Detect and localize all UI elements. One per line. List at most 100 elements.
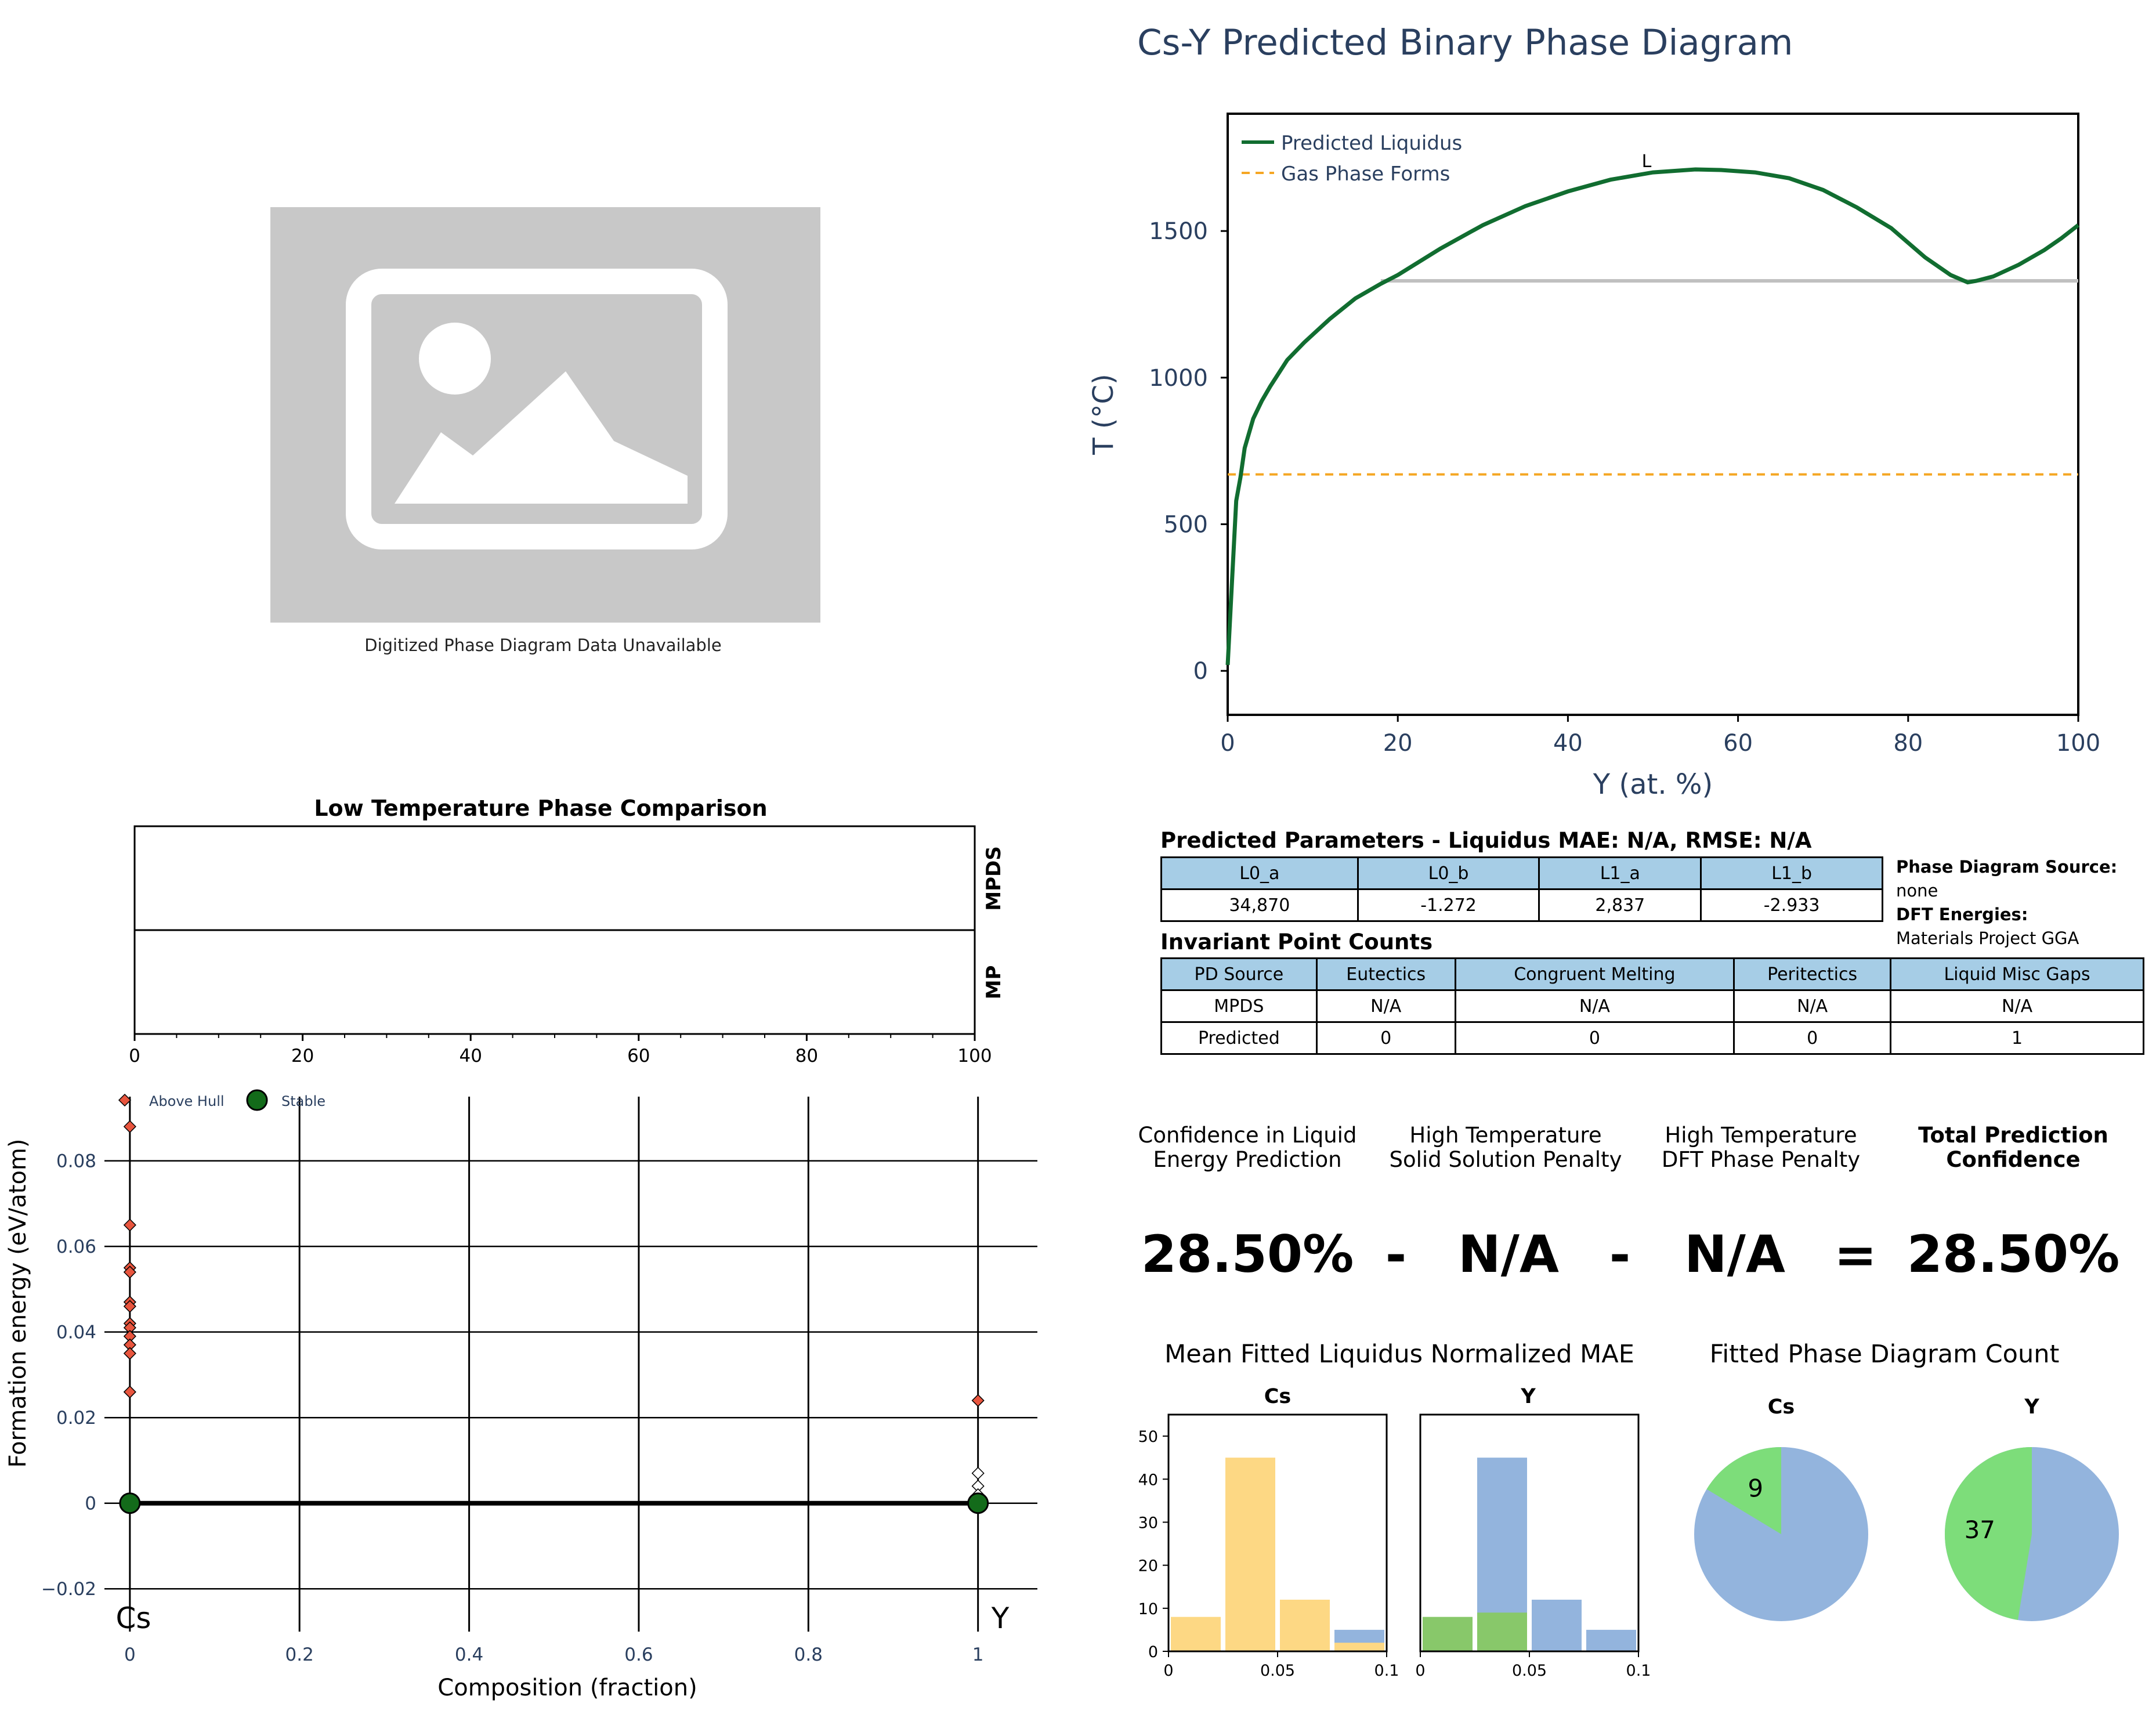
inv-header-source: PD Source bbox=[1160, 957, 1318, 991]
hist-ytick-label: 0 bbox=[1148, 1643, 1158, 1661]
hull-xlabel: Composition (fraction) bbox=[437, 1675, 697, 1701]
conf-value-total: 28.50% bbox=[1907, 1224, 2120, 1284]
hull-ytick-label: 0.02 bbox=[56, 1408, 96, 1429]
hist-xtick-label: 0 bbox=[1415, 1662, 1425, 1680]
inv-row-mpds-peritectics: N/A bbox=[1733, 989, 1892, 1023]
legend-above-hull-marker bbox=[118, 1093, 132, 1107]
mae-histogram-chart: Mean Fitted Liquidus Normalized MAE Cs Y… bbox=[1138, 1340, 1651, 1680]
phase-diagram-chart: Cs-Y Predicted Binary Phase Diagram 0 20 4… bbox=[1087, 22, 2100, 801]
legend-above-hull-label: Above Hull bbox=[149, 1093, 225, 1109]
low-temp-xtick-label: 80 bbox=[795, 1046, 818, 1066]
side-info: Phase Diagram Source: none DFT Energies:… bbox=[1896, 855, 2117, 950]
hist-bar-highlight bbox=[1225, 1458, 1275, 1651]
legend-stable-label: Stable bbox=[281, 1093, 325, 1109]
inv-row-mpds-misc-gaps: N/A bbox=[1890, 989, 2144, 1023]
hull-xtick-label: 0 bbox=[124, 1644, 136, 1665]
hull-xtick-label: 0.6 bbox=[624, 1644, 653, 1665]
hull-xtick-label: 1 bbox=[972, 1644, 984, 1665]
placeholder-frame bbox=[346, 269, 728, 549]
pie-count-label: 9 bbox=[1748, 1474, 1763, 1503]
pd-xtick-label: 100 bbox=[2056, 730, 2100, 757]
params-header-l0a: L0_a bbox=[1160, 856, 1359, 890]
mae-panel-cs-title: Cs bbox=[1264, 1385, 1292, 1408]
conf-value-solid-solution: N/A bbox=[1458, 1224, 1559, 1284]
low-temp-xtick-label: 40 bbox=[459, 1046, 482, 1066]
legend-gas-label: Gas Phase Forms bbox=[1281, 162, 1450, 186]
hist-bar-highlight bbox=[1334, 1643, 1384, 1651]
hull-ytick-label: 0.06 bbox=[56, 1236, 96, 1257]
inv-header-eutectics: Eutectics bbox=[1315, 957, 1456, 991]
above-hull-point bbox=[123, 1321, 136, 1335]
conf-label-solid-solution: High Temperature Solid Solution Penalty bbox=[1389, 1123, 1622, 1172]
inv-row-mpds-congruent: N/A bbox=[1454, 989, 1735, 1023]
hist-ytick-label: 50 bbox=[1138, 1428, 1158, 1446]
stable-point bbox=[119, 1492, 141, 1514]
above-hull-point bbox=[123, 1120, 136, 1133]
pd-count-chart: Fitted Phase Diagram Count Cs Y 9 37 bbox=[1694, 1340, 2119, 1621]
hist-bar-highlight bbox=[1171, 1617, 1221, 1651]
params-value-l1a: 2,837 bbox=[1538, 888, 1702, 922]
hull-ytick-label: 0.08 bbox=[56, 1151, 96, 1172]
params-value-l0b: -1.272 bbox=[1356, 888, 1540, 922]
params-table: L0_a L0_b L1_a L1_b 34,870 -1.272 2,837 … bbox=[1160, 856, 1883, 922]
pie-highlight-slice bbox=[1944, 1447, 2032, 1621]
above-hull-point bbox=[971, 1394, 985, 1407]
legend-liquidus-label: Predicted Liquidus bbox=[1281, 132, 1462, 155]
pd-xtick-label: 0 bbox=[1220, 730, 1235, 757]
conf-value-dft-phase: N/A bbox=[1684, 1224, 1785, 1284]
inv-row-pred-eutectics: 0 bbox=[1315, 1021, 1456, 1055]
phase-diagram-title: Cs-Y Predicted Binary Phase Diagram bbox=[1137, 22, 1793, 63]
low-temp-comparison-chart: Low Temperature Phase Comparison MPDS MP… bbox=[129, 795, 1005, 1066]
pie-count-label: 37 bbox=[1965, 1516, 1995, 1544]
hull-xtick-label: 0.4 bbox=[455, 1644, 483, 1665]
pd-xtick-label: 20 bbox=[1383, 730, 1413, 757]
liquidus-curve bbox=[1225, 167, 2080, 666]
params-header-l0b: L0_b bbox=[1356, 856, 1540, 890]
above-hull-point bbox=[123, 1300, 136, 1313]
conf-label-dft-phase: High Temperature DFT Phase Penalty bbox=[1661, 1123, 1861, 1172]
params-header-l1a: L1_a bbox=[1538, 856, 1702, 890]
above-hull-point bbox=[123, 1347, 136, 1360]
inv-header-peritectics: Peritectics bbox=[1733, 957, 1892, 991]
hull-xtick-label: 0.8 bbox=[794, 1644, 823, 1665]
hist-xtick-label: 0 bbox=[1163, 1662, 1173, 1680]
inv-row-mpds-eutectics: N/A bbox=[1315, 989, 1456, 1023]
dft-energies-value: Materials Project GGA bbox=[1896, 928, 2079, 948]
pd-count-title: Fitted Phase Diagram Count bbox=[1710, 1340, 2060, 1369]
placeholder-panel: Digitized Phase Diagram Data Unavailable bbox=[270, 207, 820, 655]
low-temp-row-mp: MP bbox=[982, 966, 1005, 1000]
mae-hist-title: Mean Fitted Liquidus Normalized MAE bbox=[1164, 1340, 1634, 1369]
hull-ytick-label: −0.02 bbox=[41, 1579, 96, 1600]
inv-header-misc-gaps: Liquid Misc Gaps bbox=[1890, 957, 2144, 991]
low-temp-row-mpds: MPDS bbox=[982, 846, 1005, 910]
low-temp-xtick-label: 20 bbox=[291, 1046, 314, 1066]
convex-hull-chart: 0 0.2 0.4 0.6 0.8 1 −0.02 0 0.02 0.04 0.06 0.08 Abo… bbox=[5, 1089, 1037, 1701]
mae-panel-y-frame bbox=[1419, 1413, 1640, 1652]
above-hull-point bbox=[123, 1329, 136, 1343]
low-temp-xtick-label: 0 bbox=[129, 1046, 140, 1066]
conf-label-liquid: Confidence in Liquid Energy Prediction bbox=[1138, 1123, 1357, 1172]
pie-y-title: Y bbox=[2024, 1395, 2039, 1419]
hist-bar-background bbox=[1586, 1629, 1636, 1651]
hull-ylabel: Formation energy (eV/atom) bbox=[5, 1139, 31, 1468]
above-hull-point bbox=[123, 1338, 136, 1351]
params-table-title: Predicted Parameters - Liquidus MAE: N/A… bbox=[1160, 828, 1812, 853]
above-hull-point bbox=[123, 1265, 136, 1279]
low-temp-title: Low Temperature Phase Comparison bbox=[314, 795, 767, 821]
dft-energies-label: DFT Energies: bbox=[1896, 905, 2028, 924]
liquid-region-label: L bbox=[1642, 151, 1652, 172]
legend-stable-marker bbox=[246, 1089, 268, 1111]
pd-ytick-label: 1000 bbox=[1149, 365, 1208, 392]
pd-xtick-label: 80 bbox=[1893, 730, 1923, 757]
operator-minus-1: - bbox=[1386, 1225, 1407, 1285]
placeholder-mountains bbox=[395, 371, 688, 504]
conf-label-total: Total Prediction Confidence bbox=[1918, 1123, 2108, 1172]
hist-bar-highlight bbox=[1477, 1612, 1527, 1651]
phase-diagram-xlabel: Y (at. %) bbox=[1593, 768, 1713, 801]
hull-end-label-cs: Cs bbox=[116, 1601, 151, 1635]
invariant-table-title: Invariant Point Counts bbox=[1160, 930, 1432, 954]
low-temp-xtick-label: 60 bbox=[627, 1046, 650, 1066]
hist-xtick-label: 0.1 bbox=[1374, 1662, 1399, 1680]
hist-xtick-label: 0.05 bbox=[1512, 1662, 1547, 1680]
pd-ytick-label: 500 bbox=[1164, 512, 1208, 538]
